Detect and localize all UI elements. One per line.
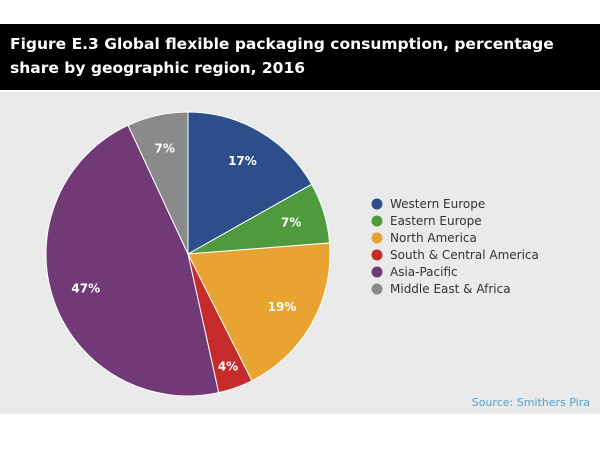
legend-swatch xyxy=(371,232,383,244)
title-bar: Figure E.3 Global flexible packaging con… xyxy=(0,24,600,90)
slice-labels: 17% 7% 19% 4% 47% 7% xyxy=(71,142,301,374)
slice-middle-east-africa xyxy=(127,111,189,255)
legend-swatch xyxy=(371,249,383,261)
legend-label: Asia-Pacific xyxy=(390,265,458,279)
slice-label: 4% xyxy=(218,359,238,373)
pie-chart: 17% 7% 19% 4% 47% 7% Western Europe Eastern Eu… xyxy=(45,111,590,409)
slice-label: 7% xyxy=(281,216,301,230)
legend-label: Western Europe xyxy=(390,197,485,211)
legend-label: Middle East & Africa xyxy=(390,282,511,296)
chart-title: Figure E.3 Global flexible packaging con… xyxy=(10,35,554,77)
slice-label: 7% xyxy=(154,142,174,156)
legend-label: South & Central America xyxy=(390,248,539,262)
slice-label: 19% xyxy=(268,300,297,314)
slice-western-europe xyxy=(187,111,313,255)
legend-swatch xyxy=(371,283,383,295)
chart-area: 17% 7% 19% 4% 47% 7% Western Europe Eastern Eu… xyxy=(0,92,600,414)
slice-label: 17% xyxy=(228,154,257,168)
pie-slices xyxy=(45,111,331,397)
legend-swatch xyxy=(371,215,383,227)
slice-asia-pacific xyxy=(45,124,220,397)
legend-swatch xyxy=(371,198,383,210)
source-note: Source: Smithers Pira xyxy=(472,396,590,409)
legend: Western Europe Eastern Europe North Americ… xyxy=(371,197,539,296)
legend-label: Eastern Europe xyxy=(390,214,482,228)
slice-north-america xyxy=(187,242,331,382)
legend-label: North America xyxy=(390,231,477,245)
legend-swatch xyxy=(371,266,383,278)
slice-label: 47% xyxy=(71,282,100,296)
